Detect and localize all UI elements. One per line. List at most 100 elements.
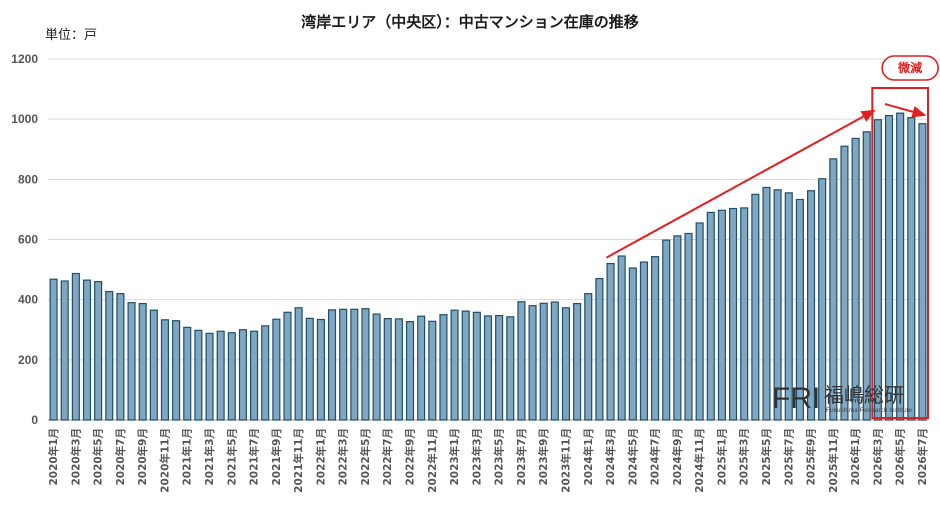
- bar: [639, 261, 649, 421]
- bar: [840, 145, 849, 421]
- bar: [673, 235, 682, 421]
- x-tick-label: 2026年7月: [916, 428, 929, 486]
- x-tick-label: 2021年11月: [292, 428, 305, 493]
- bar: [450, 309, 459, 421]
- bar: [651, 256, 660, 421]
- x-tick-label: 2023年5月: [493, 428, 506, 486]
- bar: [194, 329, 203, 421]
- bar: [82, 279, 92, 421]
- bar: [684, 232, 693, 421]
- bar: [350, 308, 359, 421]
- bar: [896, 112, 905, 421]
- bar: [606, 262, 615, 421]
- x-tick-label: 2025年7月: [782, 428, 795, 486]
- bar: [127, 302, 136, 421]
- x-tick-label: 2024年7月: [649, 428, 662, 486]
- bar: [216, 330, 225, 421]
- bar: [584, 293, 593, 421]
- y-tick-label: 200: [18, 353, 38, 367]
- x-tick-label: 2025年1月: [715, 428, 728, 486]
- bar: [461, 310, 470, 421]
- bar: [483, 315, 493, 421]
- bar: [862, 131, 871, 421]
- x-axis-ticks: 2020年1月 2020年3月 2020年5月 2020年7月 2020年9月 2020年…: [47, 428, 929, 493]
- bar: [305, 317, 314, 421]
- bar: [818, 178, 827, 421]
- x-tick-label: 2020年1月: [47, 428, 60, 486]
- bar: [628, 267, 637, 421]
- x-tick-label: 2025年5月: [760, 428, 773, 486]
- bar: [717, 209, 726, 421]
- x-tick-label: 2025年9月: [805, 428, 818, 486]
- bar: [595, 278, 604, 421]
- bar: [238, 329, 247, 421]
- y-axis-unit-label: 単位：戸: [45, 27, 97, 43]
- bar: [183, 326, 192, 421]
- x-tick-label: 2025年3月: [738, 428, 751, 486]
- bar: [773, 189, 782, 421]
- bar: [361, 308, 370, 421]
- y-axis-ticks: 0 200 400 600 800 1000 1200: [11, 52, 38, 427]
- bar: [762, 186, 771, 421]
- bar: [918, 123, 927, 421]
- bar: [205, 332, 214, 421]
- bar: [662, 239, 671, 421]
- bar: [405, 321, 415, 421]
- highlight-box: [871, 87, 929, 419]
- x-tick-label: 2026年1月: [849, 428, 862, 486]
- x-tick-label: 2022年5月: [359, 428, 372, 486]
- bar: [539, 302, 548, 421]
- y-tick-label: 0: [31, 413, 38, 427]
- bar: [506, 316, 515, 421]
- x-tick-label: 2022年11月: [426, 428, 439, 493]
- bar: [283, 311, 292, 421]
- bar: [272, 318, 281, 421]
- x-tick-label: 2022年9月: [404, 428, 417, 486]
- bar: [372, 313, 381, 421]
- x-tick-label: 2023年9月: [537, 428, 550, 486]
- x-tick-label: 2020年3月: [69, 428, 82, 486]
- x-tick-label: 2025年11月: [827, 428, 840, 493]
- decline-badge: [881, 55, 939, 81]
- bar: [105, 290, 114, 421]
- bar: [149, 309, 158, 421]
- x-tick-label: 2024年9月: [671, 428, 684, 486]
- bar: [517, 301, 526, 421]
- bar: [706, 211, 715, 421]
- y-tick-label: 1200: [11, 52, 38, 66]
- bar: [784, 192, 793, 421]
- bar: [49, 278, 58, 421]
- x-tick-label: 2020年7月: [114, 428, 127, 486]
- bar: [339, 308, 348, 421]
- x-tick-label: 2021年3月: [203, 428, 216, 486]
- logo-subtitle: Fukushima Research Institute: [826, 407, 912, 414]
- x-tick-label: 2023年1月: [448, 428, 461, 486]
- bar: [316, 318, 325, 421]
- bar: [806, 190, 816, 421]
- bar: [795, 198, 804, 421]
- bar: [227, 332, 236, 421]
- bar: [907, 117, 916, 421]
- y-tick-label: 400: [18, 293, 38, 307]
- decline-arrow: [884, 103, 927, 118]
- bar: [561, 307, 571, 421]
- fri-logo: FRI 福嶋総研 Fukushima Research Institute: [772, 382, 912, 415]
- bar: [829, 158, 838, 421]
- bar: [394, 318, 403, 421]
- bar: [383, 318, 392, 421]
- x-tick-label: 2024年11月: [693, 428, 706, 493]
- y-tick-label: 1000: [11, 112, 38, 126]
- bar: [138, 302, 147, 421]
- bar: [60, 280, 69, 421]
- bar: [851, 137, 860, 421]
- bar: [261, 325, 270, 421]
- x-tick-label: 2024年5月: [626, 428, 639, 486]
- x-tick-label: 2021年1月: [181, 428, 194, 486]
- bar: [172, 320, 181, 421]
- x-tick-label: 2020年11月: [158, 428, 171, 493]
- bar-series: [49, 112, 927, 421]
- bar: [740, 207, 749, 421]
- x-tick-label: 2022年1月: [314, 428, 327, 486]
- x-tick-label: 2020年9月: [136, 428, 149, 486]
